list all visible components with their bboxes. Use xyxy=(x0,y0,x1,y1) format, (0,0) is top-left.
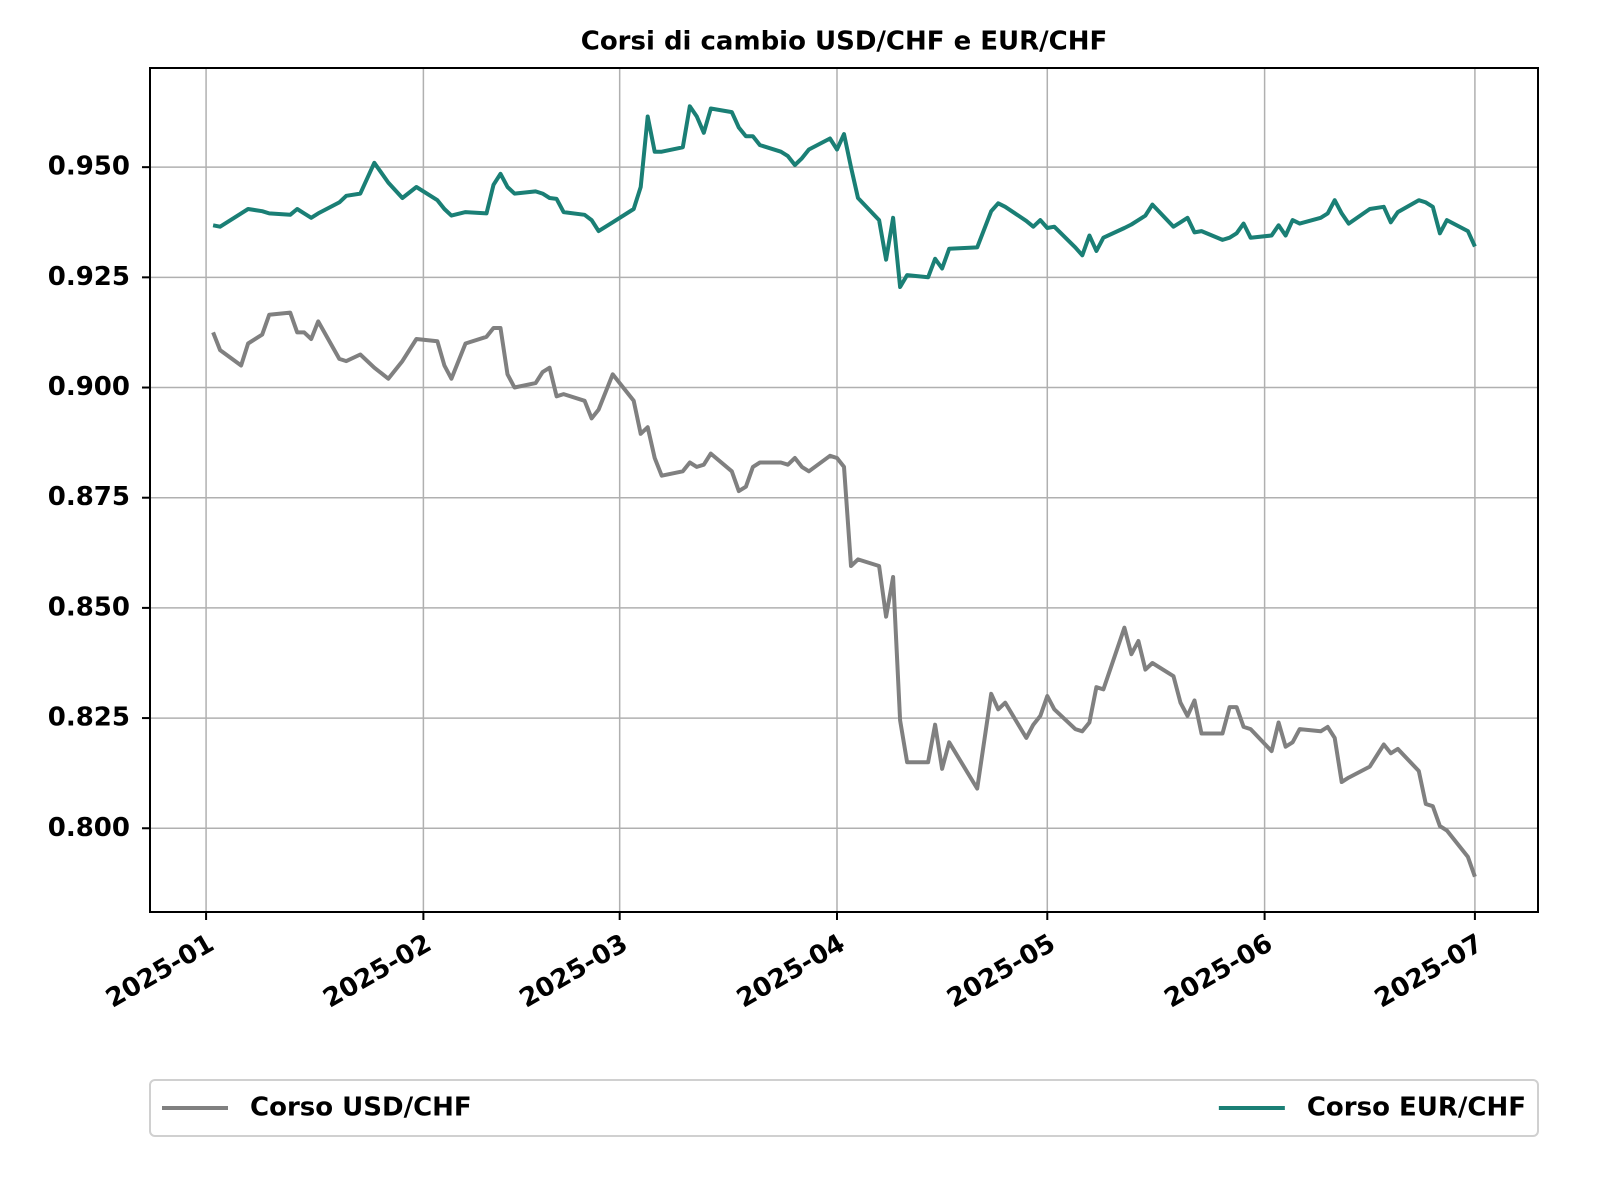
y-tick-label: 0.950 xyxy=(48,152,130,182)
x-tick-label: 2025-07 xyxy=(1370,929,1488,1015)
y-tick-label: 0.850 xyxy=(48,592,130,622)
x-tick-label: 2025-03 xyxy=(515,929,633,1015)
legend-label: Corso EUR/CHF xyxy=(1307,1093,1526,1123)
x-tick-label: 2025-06 xyxy=(1160,929,1278,1015)
chart-title: Corsi di cambio USD/CHF e EUR/CHF xyxy=(581,27,1108,57)
plot-frame xyxy=(149,67,1539,913)
legend-label: Corso USD/CHF xyxy=(250,1093,472,1123)
legend-box xyxy=(149,1079,1539,1137)
legend: Corso USD/CHF Corso EUR/CHF xyxy=(149,1079,1539,1137)
x-tick-label: 2025-05 xyxy=(942,929,1060,1015)
y-tick-label: 0.875 xyxy=(48,482,130,512)
x-tick-label: 2025-01 xyxy=(101,929,219,1015)
y-tick-label: 0.825 xyxy=(48,703,130,733)
y-tick-label: 0.900 xyxy=(48,372,130,402)
y-tick-label: 0.925 xyxy=(48,262,130,292)
series-line xyxy=(212,104,1477,289)
x-tick-label: 2025-02 xyxy=(318,929,436,1015)
y-tick-label: 0.800 xyxy=(48,813,130,843)
x-tick-label: 2025-04 xyxy=(732,929,850,1015)
series-line xyxy=(211,310,1477,878)
